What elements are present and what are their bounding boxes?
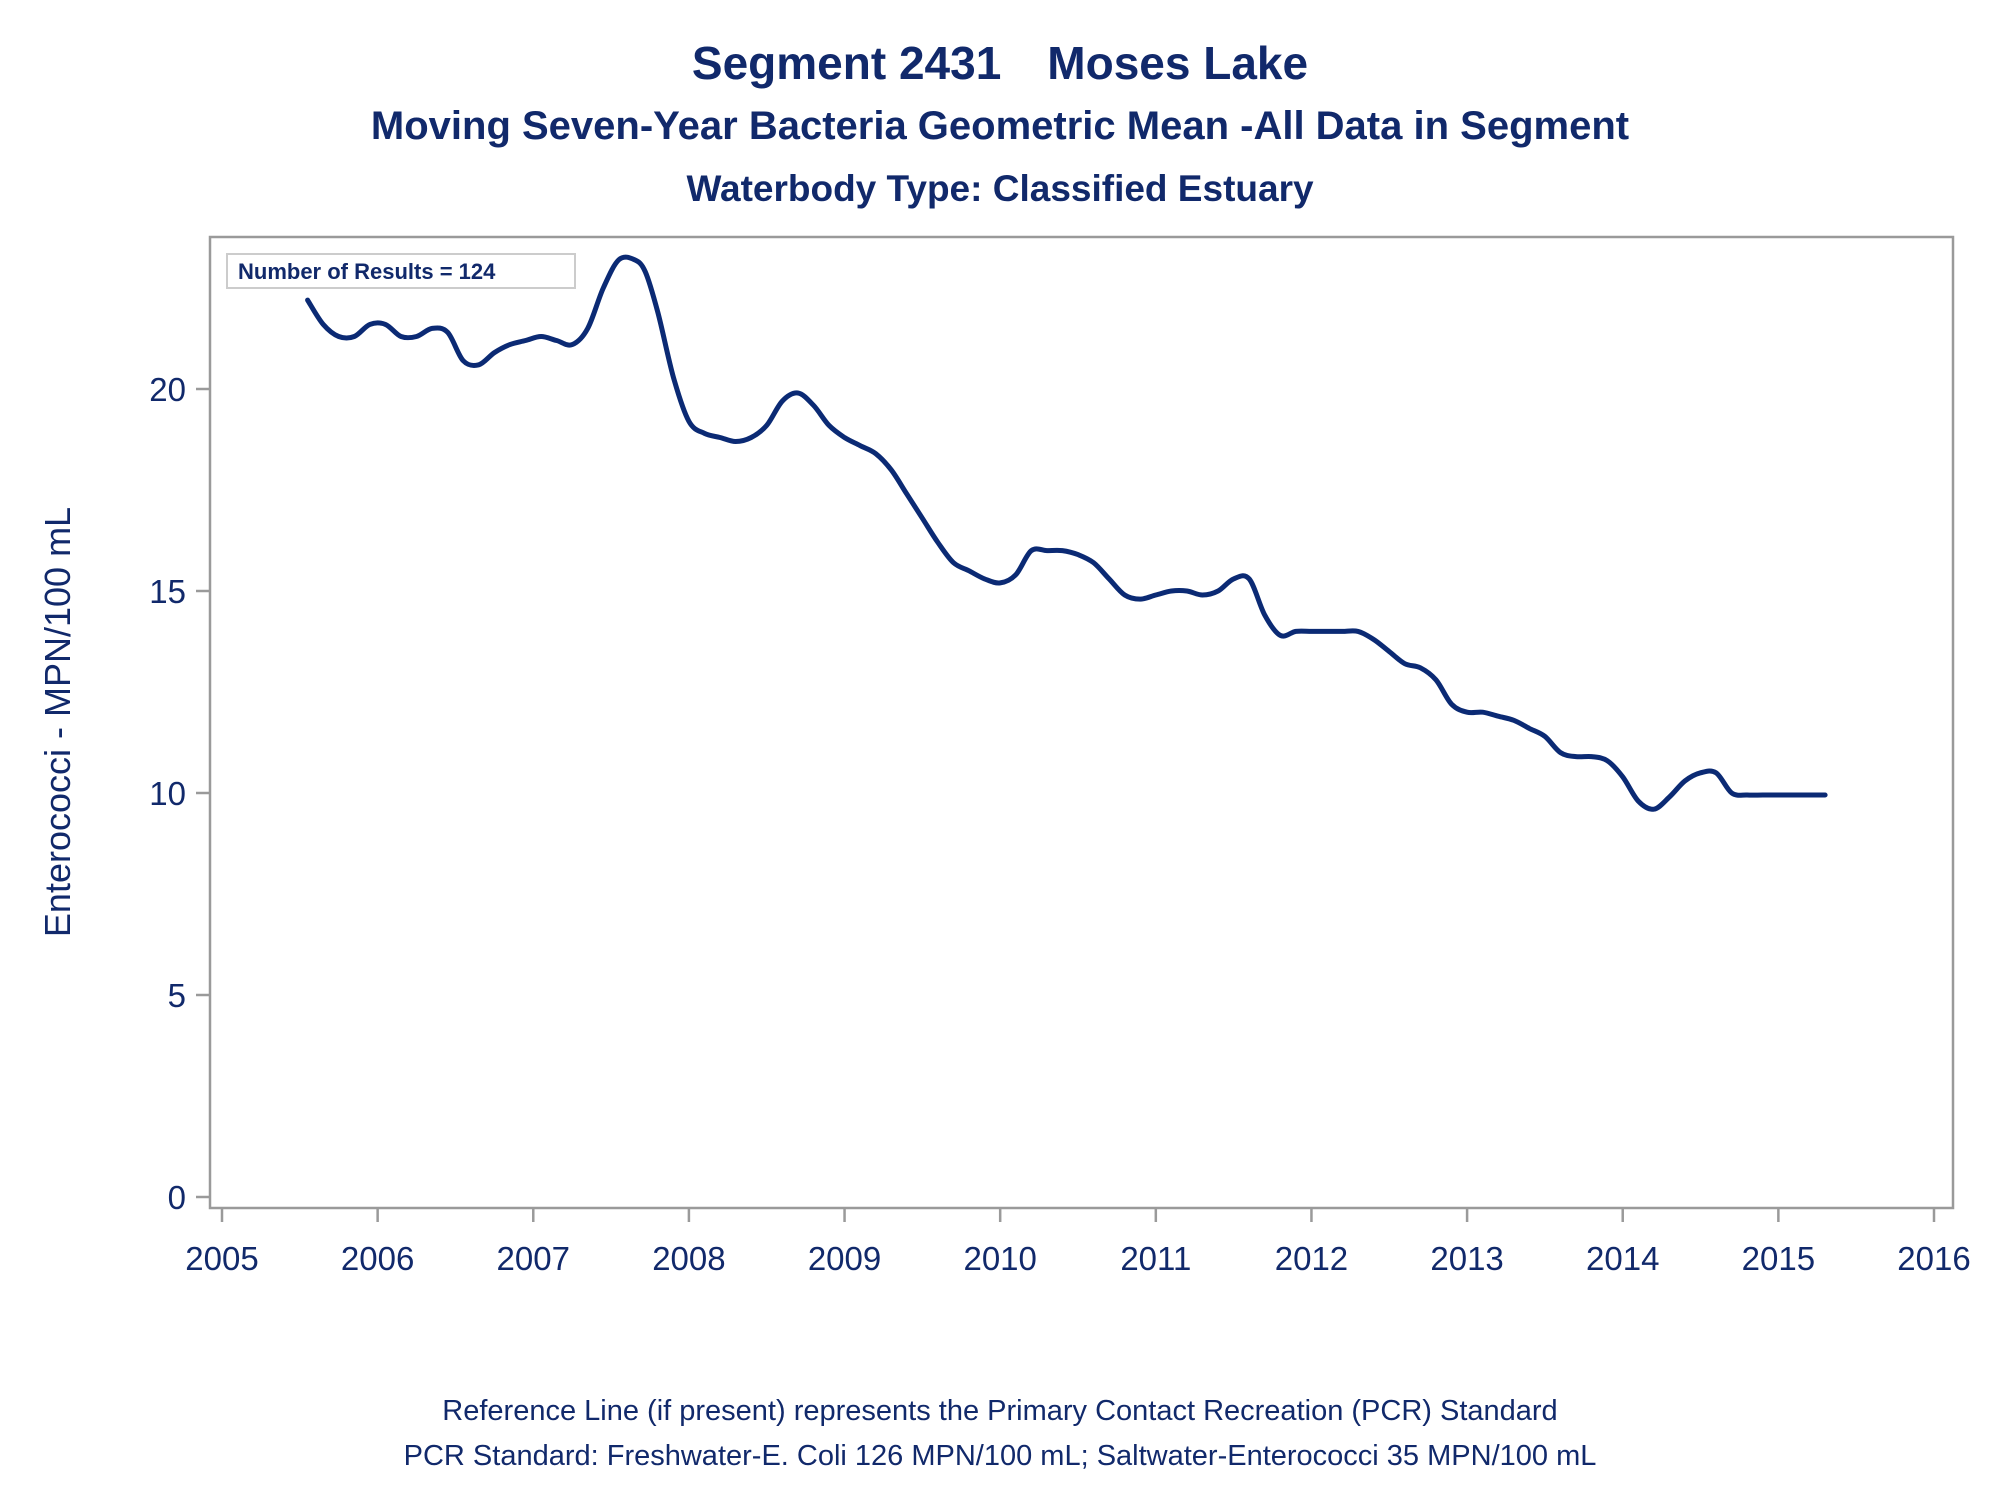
x-tick-label: 2009 — [808, 1240, 881, 1277]
waterbody-type: Waterbody Type: Classified Estuary — [686, 168, 1314, 209]
segment-label: Segment 2431 — [691, 37, 1002, 89]
x-tick-label: 2010 — [963, 1240, 1036, 1277]
x-tick-label: 2014 — [1586, 1240, 1659, 1277]
y-tick-label: 15 — [149, 573, 186, 610]
x-tick-label: 2008 — [652, 1240, 725, 1277]
x-tick-label: 2012 — [1275, 1240, 1348, 1277]
results-count-box — [226, 253, 576, 289]
plot-frame — [208, 235, 1955, 1210]
y-axis-title: Enterococci - MPN/100 mL — [37, 507, 78, 937]
x-tick-label: 2005 — [185, 1240, 258, 1277]
y-tick-label: 20 — [149, 371, 186, 408]
y-tick-label: 10 — [149, 775, 186, 812]
x-tick-label: 2013 — [1430, 1240, 1503, 1277]
chart-subtitle: Moving Seven-Year Bacteria Geometric Mea… — [370, 104, 1630, 148]
x-tick-label: 2007 — [497, 1240, 570, 1277]
chart-title: Segment 2431 Moses Lake — [0, 36, 2000, 90]
y-tick-label: 5 — [168, 977, 186, 1014]
x-tick-label: 2006 — [341, 1240, 414, 1277]
footnote-reference-line: Reference Line (if present) represents t… — [442, 1395, 1558, 1427]
y-tick-label: 0 — [168, 1179, 186, 1216]
x-axis: 2005 2006 2007 2008 2009 2010 2011 2012 2013 2014… — [185, 1208, 1971, 1277]
series-line — [305, 254, 1828, 812]
y-axis: 0 5 10 15 20 — [149, 371, 210, 1216]
x-tick-label: 2011 — [1120, 1240, 1191, 1277]
x-tick-label: 2015 — [1742, 1240, 1815, 1277]
x-tick-label: 2016 — [1897, 1240, 1970, 1277]
waterbody-name: Moses Lake — [1047, 37, 1309, 89]
results-count-label: Number of Results = 124 — [238, 259, 496, 284]
footnote-pcr-standard: PCR Standard: Freshwater-E. Coli 126 MPN… — [403, 1440, 1597, 1472]
